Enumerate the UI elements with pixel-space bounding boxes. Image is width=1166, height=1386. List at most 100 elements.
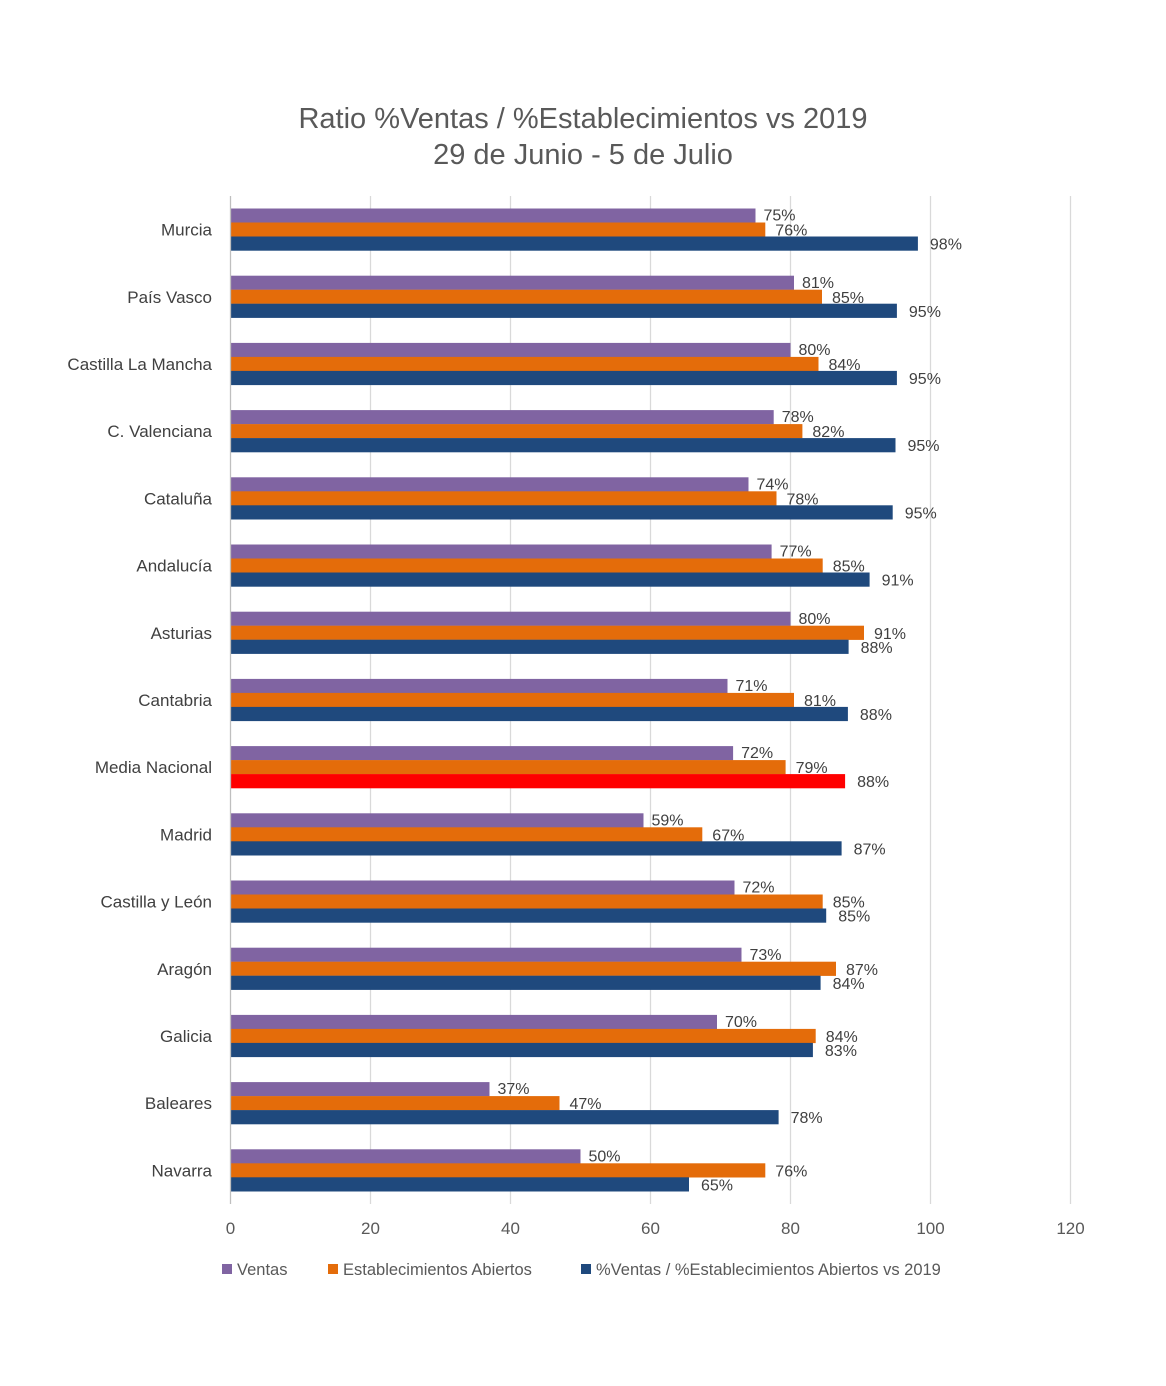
data-label-castilla-y-leon-establecimientos-abiertos: 85%: [833, 895, 865, 912]
category-label-aragon: Aragón: [157, 960, 212, 979]
bar-galicia-establecimientos-abiertos[interactable]: [230, 1028, 816, 1044]
category-label-cantabria: Cantabria: [138, 691, 212, 710]
bar-cantabria-ventas[interactable]: [230, 678, 728, 694]
data-label-castilla-la-mancha-ventas: 80%: [799, 342, 831, 359]
data-label-aragon-ventas: 73%: [750, 947, 782, 964]
axes: 0 20 40 60 80 100 120 Murcia País Vasco Castilla …: [67, 196, 1085, 1238]
data-label-asturias-ventas-establecimientos-abiertos-vs-2019: 88%: [861, 640, 893, 657]
bar-murcia-ventas[interactable]: [230, 208, 756, 223]
bar-madrid-ventas-establecimientos-abiertos-vs-2019[interactable]: [230, 841, 842, 856]
bar-cantabria-establecimientos-abiertos[interactable]: [230, 692, 795, 708]
data-label-murcia-ventas-establecimientos-abiertos-vs-2019: 98%: [930, 237, 962, 254]
legend-label: Establecimientos Abiertos: [343, 1261, 532, 1279]
bar-andalucia-ventas[interactable]: [230, 544, 772, 559]
bar-castilla-la-mancha-establecimientos-abiertos[interactable]: [230, 356, 819, 372]
data-label-castilla-y-leon-ventas-establecimientos-abiertos-vs-2019: 85%: [838, 909, 870, 926]
data-label-baleares-ventas: 37%: [498, 1081, 530, 1098]
bar-cataluna-ventas[interactable]: [230, 477, 749, 492]
category-label-c-valenciana: C. Valenciana: [107, 422, 212, 441]
bar-navarra-ventas[interactable]: [230, 1149, 581, 1164]
bar-aragon-establecimientos-abiertos[interactable]: [230, 961, 837, 976]
data-label-pais-vasco-ventas-establecimientos-abiertos-vs-2019: 95%: [909, 304, 941, 321]
bar-castilla-la-mancha-ventas-establecimientos-abiertos-vs-2019[interactable]: [230, 370, 897, 386]
data-label-asturias-establecimientos-abiertos: 91%: [874, 626, 906, 643]
bar-castilla-y-leon-ventas-establecimientos-abiertos-vs-2019[interactable]: [230, 908, 827, 923]
category-label-baleares: Baleares: [145, 1094, 212, 1113]
bar-cantabria-ventas-establecimientos-abiertos-vs-2019[interactable]: [230, 706, 848, 722]
data-label-aragon-establecimientos-abiertos: 87%: [846, 962, 878, 979]
data-label-cantabria-establecimientos-abiertos: 81%: [804, 693, 836, 710]
bar-media-nacional-ventas-establecimientos-abiertos-vs-2019[interactable]: [230, 774, 846, 789]
data-label-cantabria-ventas-establecimientos-abiertos-vs-2019: 88%: [860, 707, 892, 724]
data-label-murcia-establecimientos-abiertos: 76%: [775, 223, 807, 240]
bar-andalucia-establecimientos-abiertos[interactable]: [230, 558, 823, 573]
data-label-asturias-ventas: 80%: [799, 611, 831, 628]
data-label-media-nacional-ventas-establecimientos-abiertos-vs-2019: 88%: [857, 774, 889, 791]
data-label-andalucia-establecimientos-abiertos: 85%: [833, 559, 865, 576]
bar-aragon-ventas[interactable]: [230, 947, 742, 962]
bar-cataluna-ventas-establecimientos-abiertos-vs-2019[interactable]: [230, 505, 893, 520]
bar-baleares-ventas-establecimientos-abiertos-vs-2019[interactable]: [230, 1110, 779, 1125]
category-label-media-nacional: Media Nacional: [95, 758, 212, 777]
x-tick-label: 80: [781, 1219, 800, 1238]
bar-pais-vasco-establecimientos-abiertos[interactable]: [230, 289, 823, 304]
bar-media-nacional-establecimientos-abiertos[interactable]: [230, 760, 786, 775]
bar-cataluna-establecimientos-abiertos[interactable]: [230, 491, 777, 506]
category-label-madrid: Madrid: [160, 825, 212, 844]
data-label-madrid-establecimientos-abiertos: 67%: [712, 827, 744, 844]
bar-galicia-ventas-establecimientos-abiertos-vs-2019[interactable]: [230, 1042, 813, 1058]
data-label-cataluna-establecimientos-abiertos: 78%: [787, 491, 819, 508]
bar-madrid-ventas[interactable]: [230, 813, 644, 828]
bar-castilla-y-leon-ventas[interactable]: [230, 880, 735, 895]
legend[interactable]: Ventas Establecimientos Abiertos %Ventas /…: [222, 1261, 941, 1279]
bar-andalucia-ventas-establecimientos-abiertos-vs-2019[interactable]: [230, 572, 870, 587]
bar-media-nacional-ventas[interactable]: [230, 746, 734, 761]
bar-castilla-la-mancha-ventas[interactable]: [230, 342, 791, 358]
bar-castilla-y-leon-establecimientos-abiertos[interactable]: [230, 894, 823, 909]
legend-swatch: [222, 1264, 232, 1274]
data-label-navarra-establecimientos-abiertos: 76%: [775, 1163, 807, 1180]
bar-asturias-ventas[interactable]: [230, 611, 791, 626]
data-label-c-valenciana-ventas-establecimientos-abiertos-vs-2019: 95%: [908, 438, 940, 455]
bar-madrid-establecimientos-abiertos[interactable]: [230, 827, 703, 842]
data-label-andalucia-ventas-establecimientos-abiertos-vs-2019: 91%: [882, 573, 914, 590]
category-label-galicia: Galicia: [160, 1027, 213, 1046]
legend-item-establecimientos-abiertos[interactable]: Establecimientos Abiertos: [328, 1261, 532, 1279]
bar-baleares-establecimientos-abiertos[interactable]: [230, 1096, 560, 1111]
x-tick-label: 0: [226, 1219, 235, 1238]
legend-item-ventas[interactable]: Ventas: [222, 1261, 287, 1279]
bar-navarra-ventas-establecimientos-abiertos-vs-2019[interactable]: [230, 1177, 690, 1192]
data-label-media-nacional-establecimientos-abiertos: 79%: [796, 760, 828, 777]
bar-c-valenciana-ventas[interactable]: [230, 410, 774, 425]
plot-area: [230, 208, 918, 1192]
data-label-media-nacional-ventas: 72%: [741, 745, 773, 762]
bar-c-valenciana-establecimientos-abiertos[interactable]: [230, 424, 803, 439]
category-label-castilla-la-mancha: Castilla La Mancha: [67, 355, 212, 374]
x-tick-label: 40: [501, 1219, 520, 1238]
data-label-cantabria-ventas: 71%: [736, 678, 768, 695]
legend-item-ventas-establecimientos-abiertos-vs-2019[interactable]: %Ventas / %Establecimientos Abiertos vs …: [581, 1261, 941, 1279]
bar-baleares-ventas[interactable]: [230, 1082, 490, 1097]
data-label-aragon-ventas-establecimientos-abiertos-vs-2019: 84%: [833, 976, 865, 993]
bar-murcia-establecimientos-abiertos[interactable]: [230, 222, 766, 237]
bar-pais-vasco-ventas-establecimientos-abiertos-vs-2019[interactable]: [230, 303, 897, 318]
bar-asturias-establecimientos-abiertos[interactable]: [230, 625, 865, 640]
category-label-castilla-y-leon: Castilla y León: [100, 893, 212, 912]
data-label-castilla-y-leon-ventas: 72%: [743, 880, 775, 897]
bar-navarra-establecimientos-abiertos[interactable]: [230, 1163, 766, 1178]
bar-pais-vasco-ventas[interactable]: [230, 275, 795, 290]
x-tick-label: 20: [361, 1219, 380, 1238]
data-label-pais-vasco-ventas: 81%: [802, 275, 834, 292]
bar-aragon-ventas-establecimientos-abiertos-vs-2019[interactable]: [230, 975, 821, 990]
chart-title-line-1: Ratio %Ventas / %Establecimientos vs 201…: [298, 103, 867, 135]
x-tick-label: 120: [1056, 1219, 1084, 1238]
data-label-castilla-la-mancha-ventas-establecimientos-abiertos-vs-2019: 95%: [909, 371, 941, 388]
bar-asturias-ventas-establecimientos-abiertos-vs-2019[interactable]: [230, 639, 849, 654]
bar-galicia-ventas[interactable]: [230, 1014, 718, 1030]
bar-murcia-ventas-establecimientos-abiertos-vs-2019[interactable]: [230, 236, 918, 251]
bar-c-valenciana-ventas-establecimientos-abiertos-vs-2019[interactable]: [230, 438, 896, 453]
data-label-castilla-la-mancha-establecimientos-abiertos: 84%: [829, 357, 861, 374]
legend-label: %Ventas / %Establecimientos Abiertos vs …: [596, 1261, 941, 1279]
data-label-galicia-ventas: 70%: [725, 1014, 757, 1031]
